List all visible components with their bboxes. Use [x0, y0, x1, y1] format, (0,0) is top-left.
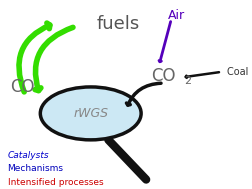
Text: Coal plant: Coal plant: [227, 67, 252, 77]
Text: 2: 2: [184, 76, 191, 86]
Text: rWGS: rWGS: [73, 107, 108, 120]
Text: CO: CO: [10, 78, 35, 96]
Ellipse shape: [40, 87, 141, 140]
Text: Intensified processes: Intensified processes: [8, 178, 103, 187]
Text: fuels: fuels: [97, 15, 140, 33]
Text: Air: Air: [168, 9, 185, 22]
Text: Catalysts: Catalysts: [8, 151, 49, 160]
Text: CO: CO: [151, 67, 176, 85]
Text: Mechanisms: Mechanisms: [8, 164, 64, 174]
